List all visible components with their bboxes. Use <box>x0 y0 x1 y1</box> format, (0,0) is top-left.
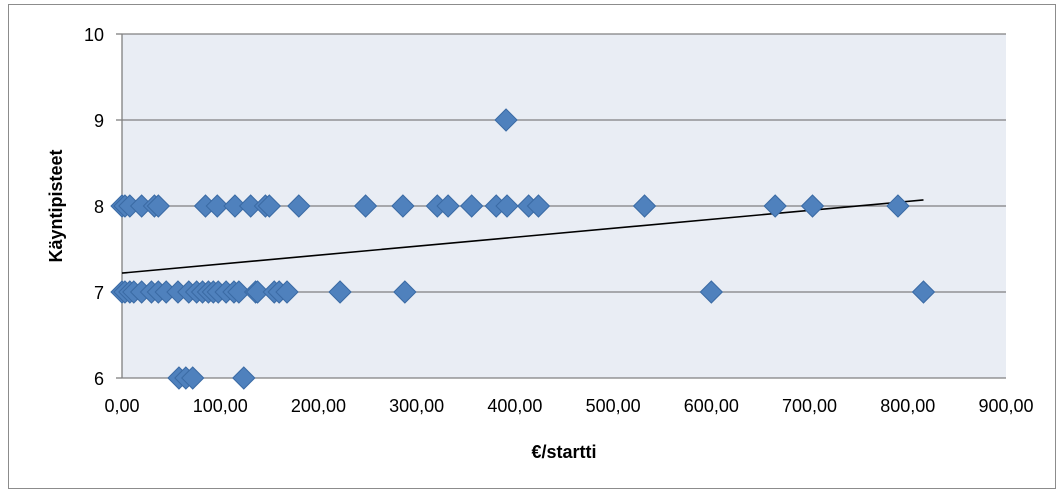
x-tick-label: 700,00 <box>782 396 837 416</box>
data-point <box>526 194 551 218</box>
data-point <box>328 280 352 304</box>
x-tick-label: 300,00 <box>389 396 444 416</box>
data-point <box>436 194 460 218</box>
y-tick-label: 6 <box>94 369 104 389</box>
data-point <box>632 194 657 218</box>
y-axis-title: Käyntipisteet <box>46 149 66 262</box>
data-point <box>391 194 415 218</box>
x-tick-label: 500,00 <box>586 396 641 416</box>
x-tick-label: 800,00 <box>880 396 935 416</box>
data-point <box>205 194 229 218</box>
data-point <box>699 280 724 304</box>
trendline-group <box>121 199 924 274</box>
data-point <box>494 108 518 132</box>
data-point <box>763 194 787 218</box>
x-tick-label: 400,00 <box>487 396 542 416</box>
data-point <box>911 280 936 304</box>
data-point <box>393 280 417 304</box>
tick-labels: 0,00 100,00 200,00 300,00 400,00 500,00 600,00… <box>84 25 1034 416</box>
data-point <box>275 280 299 304</box>
trendline <box>121 199 924 274</box>
data-point <box>223 194 247 218</box>
x-tick-label: 200,00 <box>291 396 346 416</box>
x-axis-title: €/startti <box>531 442 596 462</box>
data-point <box>146 194 171 218</box>
x-tick-label: 100,00 <box>193 396 248 416</box>
data-points <box>110 108 936 390</box>
data-point <box>257 194 282 218</box>
data-point <box>495 194 519 218</box>
y-tick-label: 8 <box>94 197 104 217</box>
data-point <box>287 194 311 218</box>
data-point <box>232 366 256 390</box>
data-point <box>459 194 484 218</box>
x-tick-label: 900,00 <box>978 396 1033 416</box>
y-tick-label: 7 <box>94 283 104 303</box>
data-point <box>245 280 270 304</box>
data-point <box>353 194 378 218</box>
data-point <box>800 194 825 218</box>
x-tick-label: 0,00 <box>104 396 139 416</box>
data-point <box>227 280 251 304</box>
x-tick-label: 600,00 <box>684 396 739 416</box>
data-point <box>181 366 205 390</box>
y-tick-label: 9 <box>94 111 104 131</box>
y-tick-label: 10 <box>84 25 104 45</box>
data-point <box>886 194 910 218</box>
